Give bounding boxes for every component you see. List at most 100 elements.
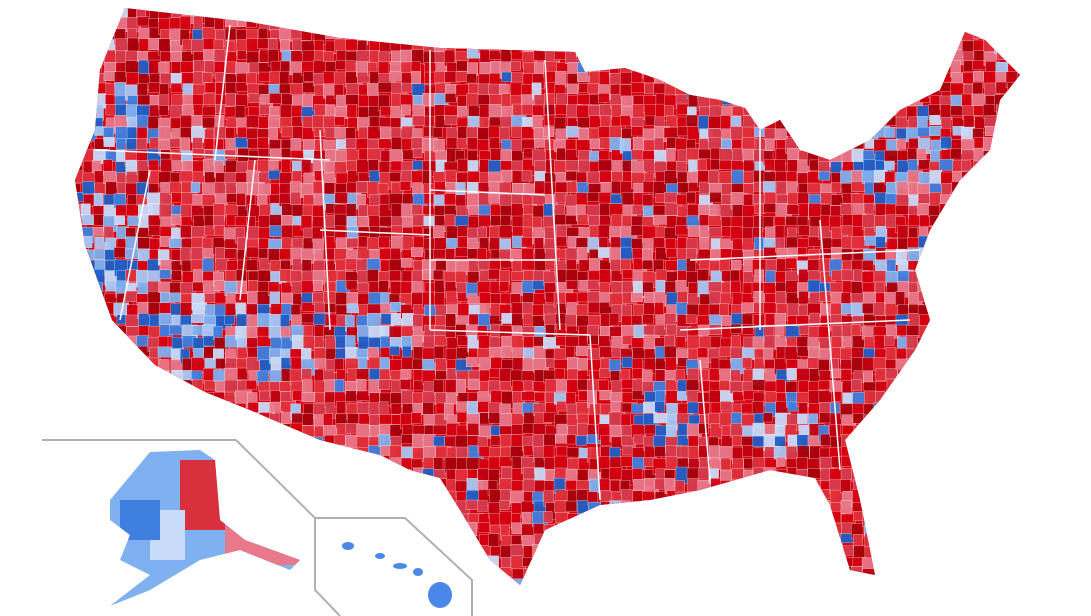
- island: [428, 582, 452, 608]
- county: [565, 577, 583, 585]
- county: [686, 40, 699, 52]
- county: [742, 51, 756, 67]
- county: [864, 71, 875, 86]
- county: [906, 489, 923, 501]
- county: [807, 468, 822, 479]
- county: [1028, 237, 1043, 249]
- county: [973, 392, 991, 406]
- county: [126, 126, 138, 139]
- county: [534, 554, 547, 567]
- county: [148, 38, 161, 51]
- county: [864, 95, 880, 110]
- county: [862, 49, 878, 66]
- county: [839, 29, 851, 41]
- county: [302, 413, 314, 426]
- county: [917, 489, 931, 501]
- county: [391, 566, 406, 584]
- county: [510, 434, 523, 448]
- county: [862, 489, 875, 500]
- county: [753, 71, 767, 84]
- county: [490, 28, 502, 40]
- county: [874, 105, 885, 120]
- county: [621, 522, 636, 539]
- county: [75, 522, 86, 538]
- county: [532, 544, 549, 558]
- county: [248, 556, 261, 566]
- county: [565, 590, 579, 605]
- county: [597, 224, 611, 240]
- county: [302, 489, 318, 500]
- county: [611, 522, 626, 536]
- county: [92, 347, 106, 360]
- county: [1017, 446, 1020, 464]
- county: [92, 546, 103, 564]
- county: [863, 39, 876, 56]
- county: [687, 435, 699, 447]
- county: [819, 104, 834, 116]
- county: [1017, 279, 1020, 290]
- county: [180, 225, 192, 238]
- county: [500, 149, 512, 163]
- county: [1027, 566, 1038, 578]
- county: [1004, 203, 1020, 215]
- county: [290, 150, 304, 161]
- county: [390, 403, 402, 415]
- county: [940, 29, 952, 44]
- county: [787, 501, 805, 517]
- county: [357, 491, 372, 509]
- county: [356, 423, 371, 439]
- county: [819, 83, 836, 96]
- county: [973, 578, 987, 585]
- county: [444, 28, 457, 38]
- county: [413, 18, 430, 29]
- county: [710, 238, 722, 249]
- county: [906, 577, 923, 585]
- county: [972, 369, 983, 387]
- county: [873, 28, 890, 44]
- county: [686, 62, 696, 75]
- county: [775, 479, 792, 496]
- county: [796, 457, 808, 471]
- county: [555, 533, 569, 548]
- county: [367, 590, 378, 599]
- county: [280, 8, 293, 17]
- county: [962, 468, 973, 480]
- county: [949, 402, 966, 418]
- county: [545, 545, 556, 563]
- county: [807, 489, 818, 503]
- county: [720, 61, 736, 71]
- county: [499, 434, 513, 448]
- county: [752, 95, 768, 107]
- county: [873, 457, 883, 468]
- county: [424, 8, 439, 16]
- county: [929, 413, 941, 429]
- alaska-region: [120, 500, 160, 540]
- county: [996, 126, 1012, 137]
- county: [754, 127, 765, 137]
- county: [852, 413, 865, 424]
- county: [565, 29, 582, 42]
- county: [719, 159, 733, 170]
- county: [622, 8, 636, 20]
- county: [75, 281, 87, 292]
- county: [919, 93, 930, 103]
- county: [433, 225, 445, 238]
- county: [1028, 19, 1040, 34]
- county: [984, 358, 999, 376]
- county: [292, 237, 303, 248]
- county: [257, 511, 273, 523]
- county: [973, 544, 986, 556]
- county: [1005, 93, 1020, 104]
- county: [510, 18, 523, 34]
- county: [972, 403, 987, 413]
- county: [1029, 63, 1043, 78]
- county: [677, 491, 694, 505]
- county: [829, 51, 843, 66]
- county: [389, 346, 400, 356]
- county: [874, 82, 887, 93]
- county: [236, 491, 250, 503]
- county: [941, 447, 953, 465]
- county: [224, 149, 236, 160]
- county: [763, 576, 774, 585]
- county: [732, 501, 743, 518]
